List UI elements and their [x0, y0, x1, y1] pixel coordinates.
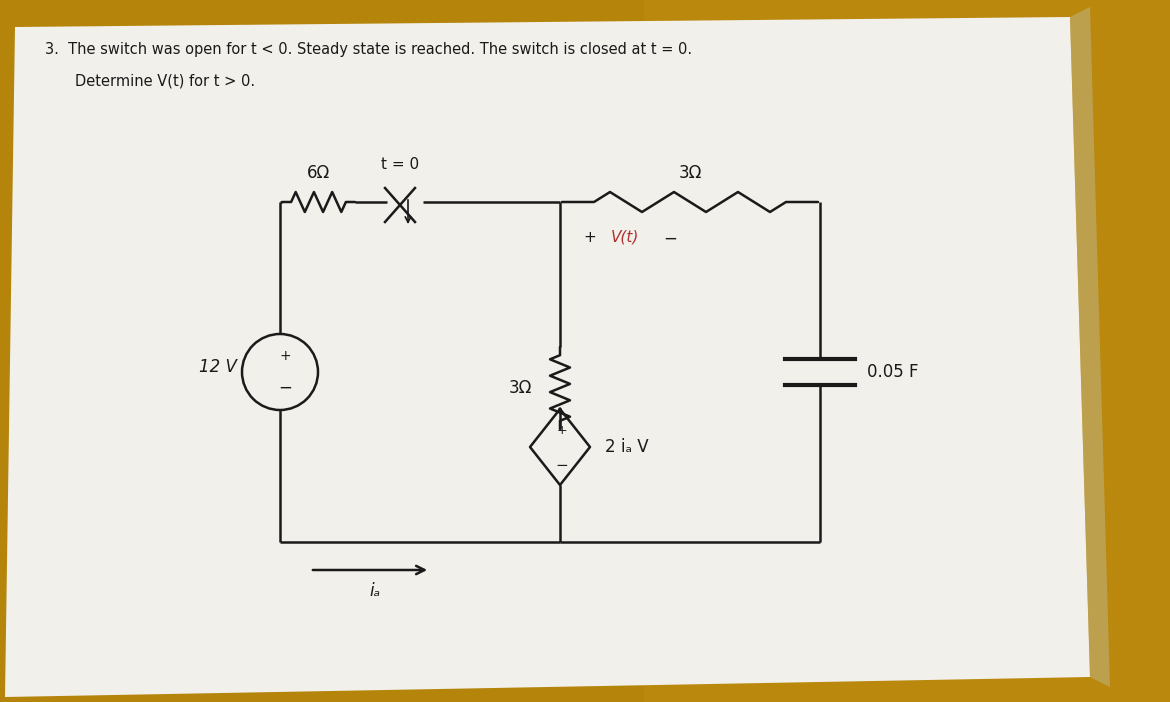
Bar: [994, 0, 1053, 702]
Bar: [819, 0, 878, 702]
Text: 3Ω: 3Ω: [679, 164, 702, 182]
Polygon shape: [1071, 7, 1110, 687]
Bar: [176, 0, 234, 702]
Text: t = 0: t = 0: [381, 157, 419, 172]
Bar: [58, 0, 117, 702]
Bar: [117, 0, 176, 702]
Text: −: −: [663, 230, 677, 248]
Bar: [1053, 0, 1112, 702]
Polygon shape: [5, 17, 1090, 697]
Text: −: −: [278, 379, 292, 397]
Text: 6Ω: 6Ω: [307, 164, 330, 182]
Bar: [0, 0, 58, 702]
Text: Determine V(t) for t > 0.: Determine V(t) for t > 0.: [75, 74, 255, 89]
Text: +: +: [280, 349, 291, 363]
Bar: [468, 0, 526, 702]
Bar: [1112, 0, 1170, 702]
Text: −: −: [556, 458, 569, 472]
Bar: [234, 0, 292, 702]
Text: 2 iₐ V: 2 iₐ V: [605, 438, 648, 456]
Bar: [292, 0, 351, 702]
Bar: [410, 0, 468, 702]
Text: iₐ: iₐ: [370, 582, 380, 600]
Bar: [760, 0, 819, 702]
Text: +: +: [557, 423, 567, 437]
Bar: [526, 0, 585, 702]
Bar: [644, 0, 702, 702]
Text: +: +: [584, 230, 597, 245]
Text: 12 V: 12 V: [199, 358, 238, 376]
Bar: [702, 0, 760, 702]
Bar: [351, 0, 410, 702]
Bar: [585, 0, 644, 702]
Text: 0.05 F: 0.05 F: [867, 363, 918, 381]
Bar: [936, 0, 994, 702]
Bar: [878, 0, 936, 702]
Text: 3.  The switch was open for t < 0. Steady state is reached. The switch is closed: 3. The switch was open for t < 0. Steady…: [44, 42, 693, 57]
Text: V(t): V(t): [611, 230, 639, 245]
Text: 3Ω: 3Ω: [509, 379, 532, 397]
